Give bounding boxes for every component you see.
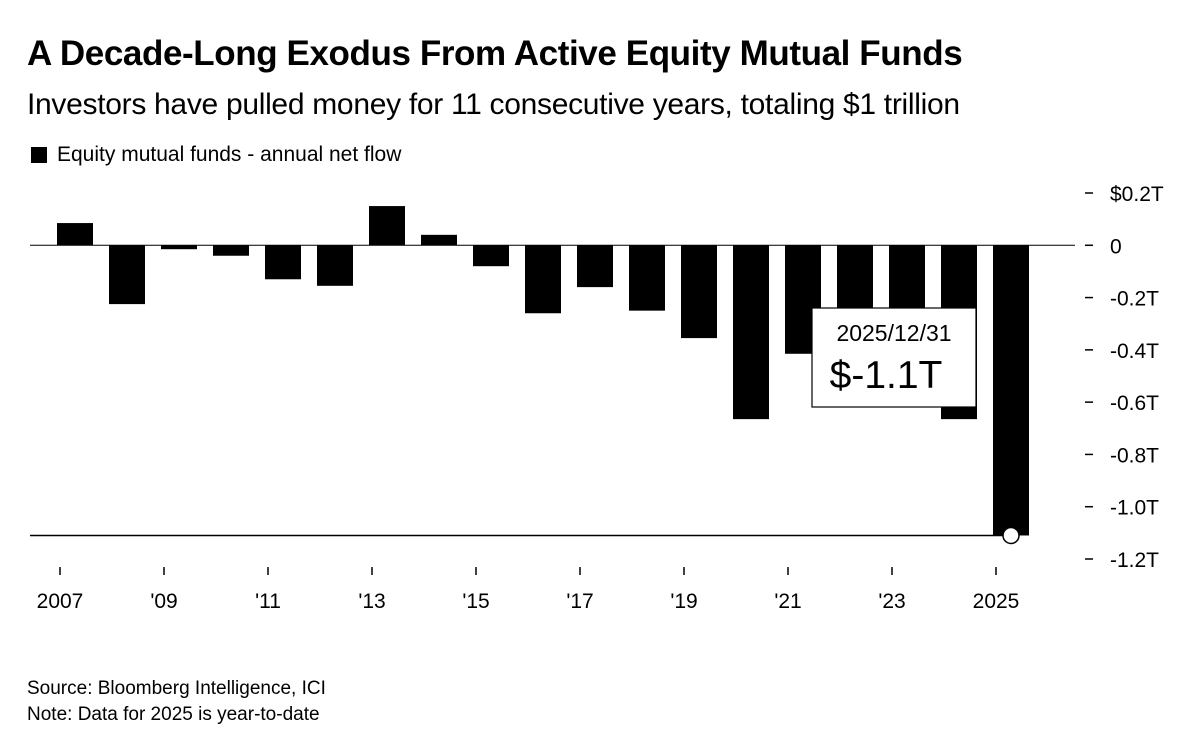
- value-marker: [1002, 526, 1020, 545]
- legend: Equity mutual funds - annual net flow: [31, 143, 401, 167]
- source-note: Source: Bloomberg Intelligence, ICI: [27, 678, 326, 699]
- x-tick-label: '21: [774, 590, 801, 613]
- x-tick-label: '13: [358, 590, 385, 613]
- legend-swatch: [31, 147, 47, 163]
- y-tick-label: -1.2T: [1110, 549, 1159, 572]
- bar-2010: [213, 245, 249, 256]
- x-tick-label: '15: [462, 590, 489, 613]
- annotation-value: $-1.1T: [830, 354, 943, 397]
- x-tick-label: '11: [255, 590, 281, 613]
- bar-2017: [577, 245, 613, 288]
- chart-title: A Decade-Long Exodus From Active Equity …: [27, 34, 963, 73]
- x-tick-label: 2025: [973, 590, 1020, 613]
- y-tick-label: -0.2T: [1110, 288, 1159, 311]
- bar-2012: [317, 245, 353, 286]
- x-tick-label: '09: [150, 590, 177, 613]
- bar-2013: [369, 206, 405, 246]
- y-tick-label: -1.0T: [1110, 497, 1159, 520]
- annotation-box: [811, 307, 977, 408]
- bar-2009: [161, 245, 197, 250]
- x-tick-label: '17: [566, 590, 593, 613]
- y-tick-label: -0.4T: [1110, 340, 1159, 363]
- data-note: Note: Data for 2025 is year-to-date: [27, 704, 320, 725]
- annotation-date: 2025/12/31: [836, 320, 951, 346]
- y-tick-label: 0: [1110, 235, 1122, 258]
- bar-2016: [525, 245, 561, 314]
- bar-2019: [681, 245, 717, 339]
- y-tick-label: $0.2T: [1110, 183, 1164, 206]
- y-tick-label: -0.6T: [1110, 392, 1159, 415]
- bar-2015: [473, 245, 509, 267]
- x-tick-label: 2007: [37, 590, 84, 613]
- legend-label: Equity mutual funds - annual net flow: [57, 143, 402, 166]
- x-tick-label: '23: [878, 590, 905, 613]
- bar-2020: [733, 245, 769, 420]
- x-tick-label: '19: [670, 590, 697, 613]
- bar-2011: [265, 245, 301, 280]
- bar-2007: [57, 223, 93, 246]
- bar-2014: [421, 234, 457, 246]
- chart-subtitle: Investors have pulled money for 11 conse…: [27, 88, 960, 121]
- bar-2025: [993, 245, 1029, 536]
- y-tick-label: -0.8T: [1110, 444, 1159, 467]
- bar-2018: [629, 245, 665, 311]
- bar-2008: [109, 245, 145, 305]
